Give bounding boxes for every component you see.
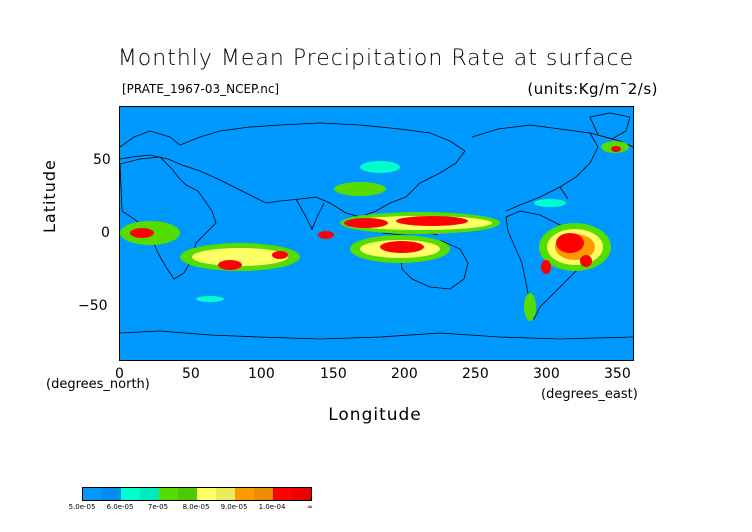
legend-label: ∞ <box>307 503 313 511</box>
units-label: (units:Kg/m¯2/s) <box>527 80 658 98</box>
map-plot-area <box>119 106 634 361</box>
legend-swatch <box>235 488 254 500</box>
x-tick-300: 300 <box>533 366 560 382</box>
precipitation-map <box>120 112 633 340</box>
legend-swatch <box>178 488 197 500</box>
x-tick-0: 0 <box>115 366 124 382</box>
x-tick-50: 50 <box>182 366 200 382</box>
x-axis-label: Longitude <box>0 405 752 425</box>
x-tick-200: 200 <box>391 366 418 382</box>
legend-label: 9.0e-05 <box>220 503 248 511</box>
legend-swatch <box>216 488 235 500</box>
chart-title: Monthly Mean Precipitation Rate at surfa… <box>117 46 635 71</box>
legend-label: 7e-05 <box>147 503 169 511</box>
legend-swatch <box>292 488 311 500</box>
legend-swatch <box>197 488 216 500</box>
precip-halos <box>120 141 629 321</box>
legend-label: 5.0e-05 <box>68 503 96 511</box>
legend-swatch <box>121 488 140 500</box>
legend-label: 8.0e-05 <box>182 503 210 511</box>
x-tick-350: 350 <box>604 366 631 382</box>
legend-swatch <box>273 488 292 500</box>
legend-swatch <box>254 488 273 500</box>
y-axis-label: Latitude <box>40 159 59 233</box>
precip-cores <box>130 146 621 274</box>
legend-swatch <box>83 488 102 500</box>
legend-swatch <box>102 488 121 500</box>
color-legend <box>82 487 312 501</box>
x-axis-caption: (degrees_east) <box>541 387 638 402</box>
legend-label: 6.0e-05 <box>106 503 134 511</box>
y-tick-50: 50 <box>93 152 111 168</box>
legend-swatch <box>159 488 178 500</box>
x-tick-100: 100 <box>248 366 275 382</box>
source-file-label: [PRATE_1967-03_NCEP.nc] <box>122 82 280 96</box>
x-axis-label-text: Longitude <box>328 405 422 425</box>
legend-swatch <box>140 488 159 500</box>
x-tick-250: 250 <box>462 366 489 382</box>
legend-label: 1.0e-04 <box>258 503 286 511</box>
y-axis-caption: (degrees_north) <box>46 377 150 392</box>
x-tick-150: 150 <box>320 366 347 382</box>
y-tick-neg50: −50 <box>78 298 108 314</box>
y-tick-0: 0 <box>101 225 110 241</box>
